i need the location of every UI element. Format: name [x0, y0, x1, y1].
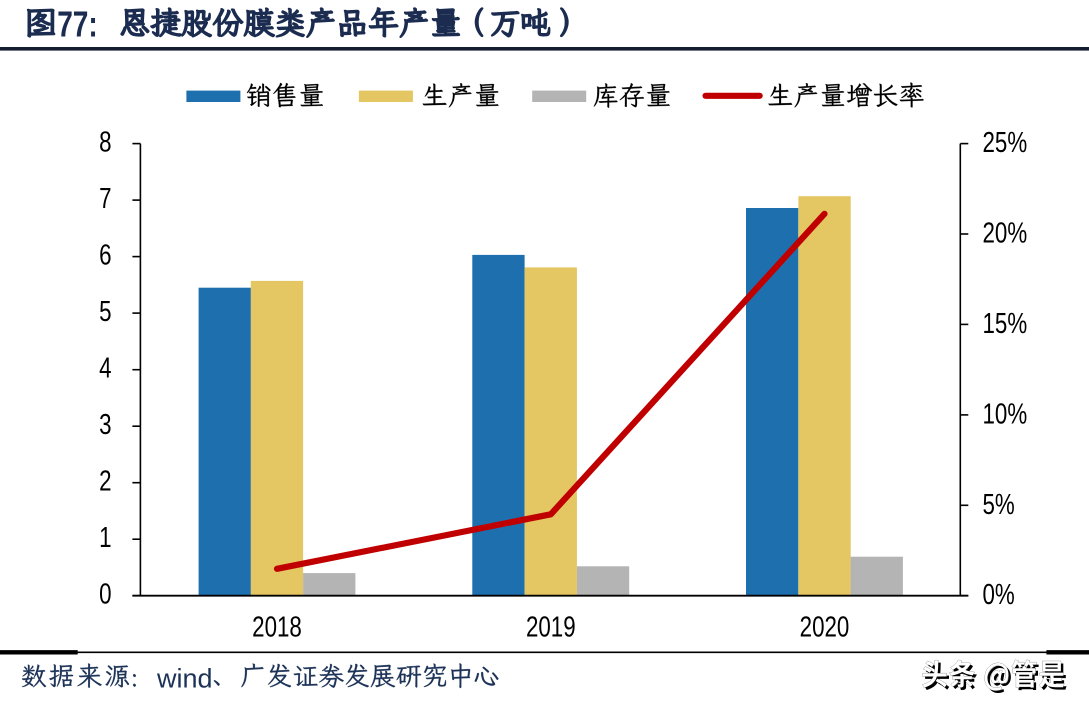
svg-text:6: 6: [99, 240, 111, 271]
svg-text:25%: 25%: [983, 127, 1028, 158]
svg-text:5: 5: [99, 296, 111, 327]
svg-text:2020: 2020: [800, 612, 850, 643]
svg-text:8: 8: [99, 127, 111, 158]
svg-text:77:: 77:: [57, 4, 98, 44]
svg-text:1: 1: [99, 523, 111, 554]
svg-text:7: 7: [99, 183, 111, 214]
svg-text:wind: wind: [156, 663, 213, 693]
svg-text:2: 2: [99, 466, 111, 497]
svg-text:3: 3: [99, 410, 111, 441]
svg-text:5%: 5%: [983, 489, 1015, 520]
svg-text:0%: 0%: [983, 580, 1015, 611]
svg-text:10%: 10%: [983, 399, 1028, 430]
svg-text:4: 4: [99, 353, 111, 384]
svg-text:2019: 2019: [526, 612, 576, 643]
svg-text:2018: 2018: [252, 612, 302, 643]
svg-text:0: 0: [99, 579, 111, 610]
svg-text:20%: 20%: [983, 218, 1028, 249]
svg-text:15%: 15%: [983, 308, 1028, 339]
